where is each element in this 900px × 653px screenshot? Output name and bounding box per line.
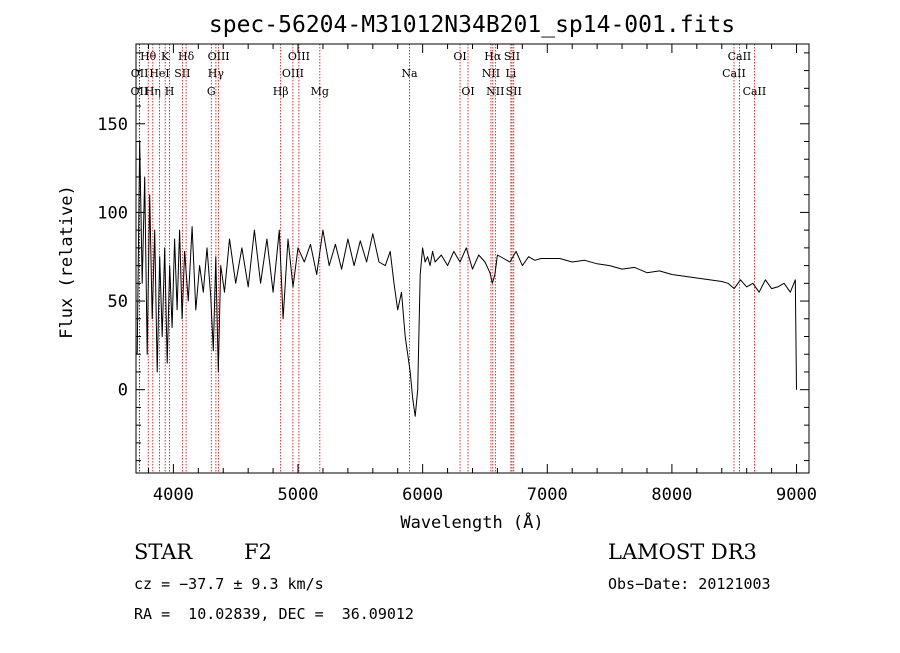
line-marker-label-12: Hβ [273, 85, 289, 98]
line-marker-label-26: CaII [728, 50, 752, 63]
line-marker-label-1: OII [131, 67, 149, 80]
line-marker-label-20: Hα [484, 50, 502, 63]
x-tick-label-0: 4000 [153, 485, 194, 505]
line-marker-label-11: OIII [208, 50, 230, 63]
y-axis-label: Flux (relative) [57, 185, 77, 339]
object-subclass: F2 [244, 540, 272, 564]
line-marker-label-27: CaII [743, 85, 767, 98]
line-marker-label-0: OII [131, 85, 149, 98]
x-tick-label-2: 6000 [402, 485, 443, 505]
axis-ticks: 4000 5000 6000 7000 8000 9000 0 50 100 150 [97, 44, 817, 505]
line-marker-label-9: G [207, 85, 216, 98]
spectrum-series [136, 141, 797, 417]
obs-date: Obs−Date: 20121003 [608, 575, 771, 593]
coordinates: RA = 10.02839, DEC = 36.09012 [134, 605, 414, 623]
line-marker-label-15: Mg [311, 85, 329, 98]
chart-title: spec-56204-M31012N34B201_sp14-001.fits [209, 12, 735, 38]
survey-label: LAMOST DR3 [608, 540, 757, 564]
line-marker-label-3: Hη [145, 85, 161, 98]
line-marker-label-18: OI [461, 85, 474, 98]
line-marker-label-4: HeI [149, 67, 169, 80]
line-marker-label-17: OI [453, 50, 466, 63]
line-marker-label-23: SII [504, 50, 520, 63]
spectrum-line-0 [136, 141, 797, 417]
x-tick-label-4: 8000 [651, 485, 692, 505]
line-marker-label-2: Hθ [140, 50, 157, 63]
line-marker-label-7: SII [174, 67, 190, 80]
line-markers: OII OII Hθ Hη HeI K H SII Hδ G Hγ OIII Hβ OIII OIII Mg N… [131, 44, 767, 473]
y-tick-label-0: 0 [118, 381, 128, 401]
line-marker-label-13: OIII [282, 67, 304, 80]
line-marker-label-16: Na [401, 67, 418, 80]
velocity-readout: cz = −37.7 ± 9.3 km/s [134, 575, 324, 593]
line-marker-label-19: NII [482, 67, 500, 80]
x-tick-label-3: 7000 [527, 485, 568, 505]
x-tick-label-5: 9000 [776, 485, 817, 505]
plot-frame [135, 43, 810, 474]
y-tick-label-1: 50 [108, 292, 128, 312]
line-marker-label-10: Hγ [208, 67, 225, 80]
object-class: STAR [134, 540, 193, 564]
line-marker-label-8: Hδ [178, 50, 195, 63]
line-marker-label-22: Li [505, 67, 516, 80]
line-marker-label-14: OIII [288, 50, 310, 63]
y-tick-label-3: 150 [97, 115, 128, 135]
line-marker-label-6: H [165, 85, 175, 98]
line-marker-label-25: CaII [722, 67, 746, 80]
y-tick-label-2: 100 [97, 203, 128, 223]
line-marker-label-21: NII [486, 85, 504, 98]
line-marker-label-24: SII [506, 85, 522, 98]
x-tick-label-1: 5000 [278, 485, 319, 505]
x-axis-label: Wavelength (Å) [400, 511, 543, 533]
line-marker-label-5: K [161, 50, 170, 63]
